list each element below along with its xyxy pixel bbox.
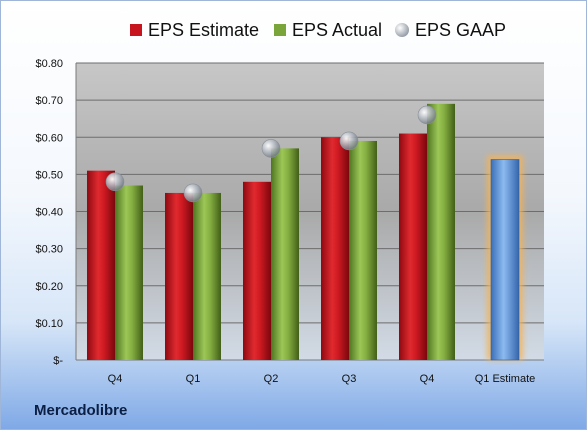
bar-eps-actual (271, 148, 299, 360)
y-tick-label: $0.70 (35, 95, 63, 107)
marker-eps-gaap (261, 139, 281, 158)
bar-eps-actual (193, 192, 221, 360)
marker-eps-gaap (105, 172, 125, 192)
x-tick-label: Q4 (108, 373, 123, 385)
bar-eps-actual (427, 103, 455, 361)
bars (87, 103, 523, 361)
bar-eps-estimate-forecast (490, 159, 520, 361)
y-tick-label: $0.30 (35, 244, 63, 256)
y-tick-label: $0.40 (35, 207, 63, 219)
bar-eps-estimate (399, 133, 427, 360)
gaap-markers (105, 105, 437, 203)
legend-label-gaap: EPS GAAP (415, 19, 507, 40)
bar-eps-estimate (243, 181, 271, 360)
x-tick-label: Q2 (264, 373, 279, 385)
bar-eps-actual (349, 140, 377, 360)
legend-swatch-estimate (130, 24, 142, 36)
legend: EPS Estimate EPS Actual EPS GAAP (1, 15, 586, 45)
y-tick-label: $0.20 (35, 281, 63, 293)
legend-item-estimate: EPS Estimate (130, 15, 259, 45)
bar-eps-actual (115, 185, 143, 360)
marker-eps-gaap (339, 131, 359, 151)
legend-swatch-actual (274, 24, 286, 36)
marker-eps-gaap (183, 183, 203, 203)
legend-label-estimate: EPS Estimate (148, 19, 260, 40)
x-tick-label: Q1 (186, 373, 201, 385)
bar-eps-estimate (321, 137, 349, 360)
x-tick-label: Q4 (420, 373, 435, 385)
y-tick-label: $0.60 (35, 132, 63, 144)
x-axis-ticks: Q4 Q1 Q2 Q3 Q4 Q1 Estimate (108, 373, 536, 385)
gridlines (75, 62, 544, 361)
bar-eps-estimate (87, 170, 115, 360)
x-tick-label: Q1 Estimate (475, 373, 536, 385)
marker-eps-gaap (417, 105, 437, 125)
y-tick-label: $- (53, 355, 63, 367)
y-tick-label: $0.50 (35, 169, 63, 181)
company-name: Mercadolibre (34, 402, 128, 419)
y-axis-ticks: $- $0.10 $0.20 $0.30 $0.40 $0.50 $0.60 $0.70 $0.… (35, 58, 63, 367)
y-tick-label: $0.10 (35, 318, 63, 330)
legend-item-gaap: EPS GAAP (395, 15, 506, 45)
legend-swatch-gaap (395, 23, 409, 37)
bar-eps-estimate (165, 192, 193, 360)
y-tick-label: $0.80 (35, 58, 63, 70)
x-tick-label: Q3 (342, 373, 357, 385)
legend-label-actual: EPS Actual (292, 19, 383, 40)
legend-item-actual: EPS Actual (274, 15, 382, 45)
